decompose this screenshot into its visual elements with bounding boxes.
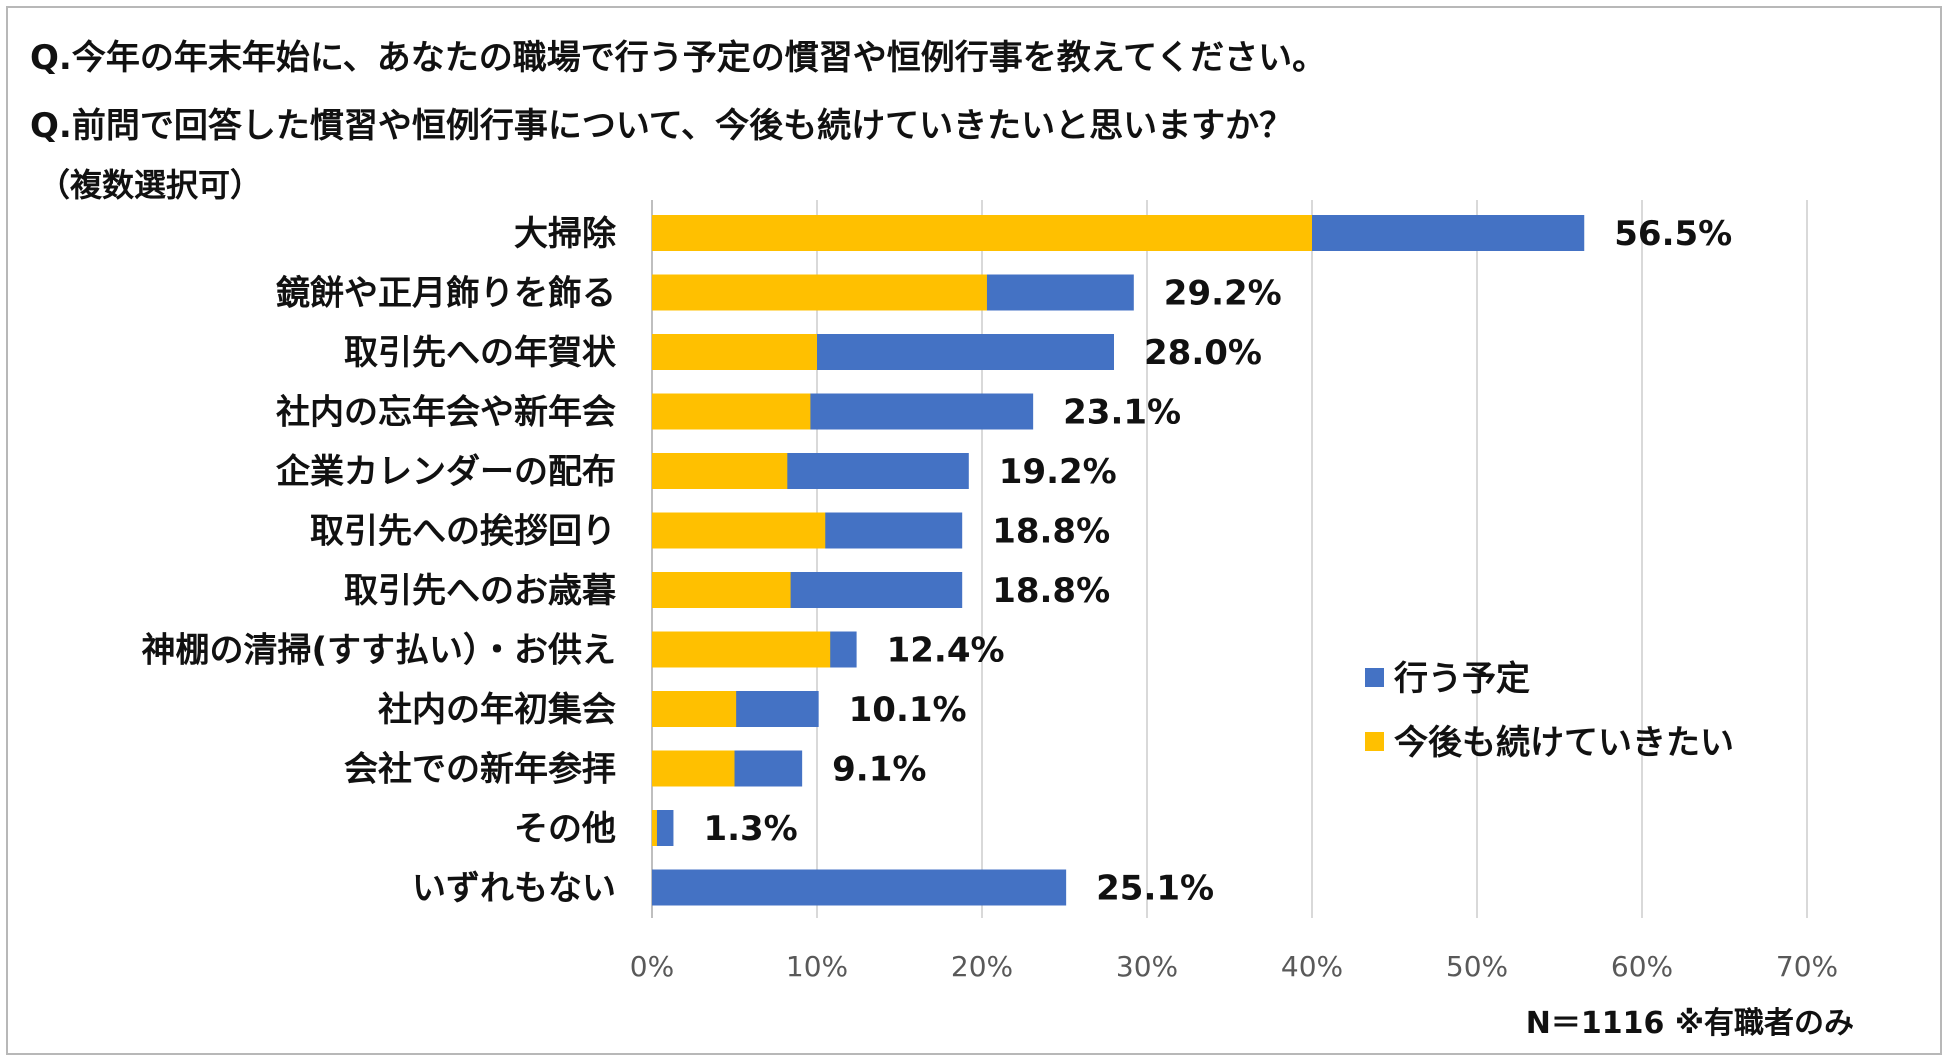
category-label: 企業カレンダーの配布 (276, 452, 616, 492)
legend-swatch-0 (1365, 668, 1384, 687)
category-label: 神棚の清掃(すす払い）・お供え (141, 631, 616, 671)
category-label: 取引先へのお歳暮 (344, 571, 617, 611)
bar-plan (652, 810, 674, 846)
x-tick-label: 0% (630, 950, 674, 983)
bar-continue (652, 393, 811, 430)
data-label: 1.3% (703, 809, 797, 849)
data-label: 19.2% (999, 452, 1117, 492)
multiple-choice-note: （複数選択可） (38, 166, 263, 204)
category-label: 会社での新年参拝 (344, 750, 616, 790)
data-label: 18.8% (992, 571, 1110, 611)
data-label: 12.4% (887, 631, 1005, 671)
x-tick-label: 40% (1281, 950, 1343, 983)
legend-label-1: 今後も続けていきたい (1394, 723, 1734, 763)
bar-continue (652, 453, 788, 489)
question-2: Q.前問で回答した慣習や恒例行事について、今後も続けていきたいと思いますか？ (30, 106, 1294, 146)
data-label: 29.2% (1164, 274, 1282, 314)
x-tick-label: 20% (951, 950, 1013, 983)
category-label: 取引先への年賀状 (344, 333, 617, 373)
bar-continue (652, 572, 791, 608)
bar-continue (652, 631, 831, 668)
category-label: 取引先への挨拶回り (310, 512, 616, 552)
x-tick-label: 30% (1116, 950, 1178, 983)
sample-size-note: N＝1116 ※有職者のみ (1525, 1006, 1854, 1041)
bar-continue (652, 750, 735, 787)
category-label: 社内の年初集会 (378, 690, 616, 730)
data-label: 9.1% (832, 750, 926, 790)
bar-continue (652, 274, 987, 311)
bar-plan (652, 869, 1067, 906)
x-tick-label: 70% (1776, 950, 1838, 983)
category-label: 鏡餅や正月飾りを飾る (276, 274, 616, 314)
data-label: 18.8% (992, 512, 1110, 552)
category-label: いずれもない (412, 869, 616, 909)
data-label: 10.1% (849, 690, 967, 730)
x-tick-label: 50% (1446, 950, 1508, 983)
bar-continue (652, 334, 817, 370)
category-label: その他 (514, 809, 616, 849)
x-tick-label: 60% (1611, 950, 1673, 983)
data-label: 23.1% (1063, 393, 1181, 433)
data-label: 56.5% (1614, 214, 1732, 254)
data-label: 28.0% (1144, 333, 1262, 373)
x-tick-label: 10% (786, 950, 848, 983)
question-1: Q.今年の年末年始に、あなたの職場で行う予定の慣習や恒例行事を教えてください。 (30, 38, 1327, 78)
category-label: 社内の忘年会や新年会 (276, 393, 616, 433)
bar-continue (652, 215, 1312, 251)
category-label: 大掃除 (514, 214, 617, 254)
data-label: 25.1% (1096, 869, 1214, 909)
bar-continue (652, 512, 826, 549)
legend-label-0: 行う予定 (1394, 659, 1530, 699)
bar-continue (652, 691, 737, 727)
bar-continue (652, 810, 657, 846)
legend-swatch-1 (1365, 732, 1384, 751)
